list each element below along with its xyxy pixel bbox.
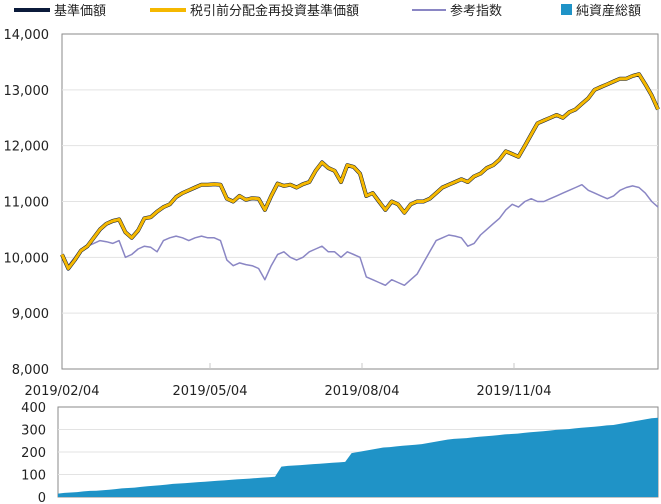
net-assets-chart-series bbox=[58, 417, 658, 497]
price-y-tick-label: 10,000 bbox=[4, 251, 50, 266]
net-assets-area bbox=[58, 417, 658, 497]
benchmark-series-line bbox=[61, 183, 659, 287]
legend-label-reinvest: 税引前分配金再投資基準価額 bbox=[190, 3, 359, 19]
price-y-tick-label: 11,000 bbox=[4, 196, 50, 211]
net-assets-y-tick-label: 0 bbox=[38, 491, 46, 504]
price-y-tick-label: 9,000 bbox=[12, 307, 49, 322]
legend-label-benchmark: 参考指数 bbox=[450, 3, 502, 19]
net-assets-chart: 0 100 200 300 400 bbox=[21, 401, 659, 504]
price-chart-series bbox=[60, 72, 660, 287]
legend-swatch-net-assets bbox=[561, 4, 572, 15]
legend-label-nav: 基準価額 bbox=[54, 3, 106, 19]
legend: 基準価額 税引前分配金再投資基準価額 参考指数 純資産総額 bbox=[14, 3, 641, 19]
net-assets-chart-y-axis: 0 100 200 300 400 bbox=[21, 401, 46, 504]
price-x-tick-label: 2019/05/04 bbox=[173, 384, 248, 399]
net-assets-y-tick-label: 100 bbox=[21, 469, 46, 484]
price-chart-y-axis: 8,000 9,000 10,000 11,000 12,000 13,000 14,000 bbox=[4, 28, 50, 378]
legend-label-net-assets: 純資産総額 bbox=[576, 3, 641, 19]
price-y-tick-label: 14,000 bbox=[4, 28, 50, 43]
price-x-tick-label: 2019/02/04 bbox=[25, 384, 100, 399]
net-assets-y-tick-label: 300 bbox=[21, 424, 46, 439]
reinvest-series-line bbox=[60, 72, 660, 270]
price-x-tick-label: 2019/11/04 bbox=[477, 384, 552, 399]
price-y-tick-label: 12,000 bbox=[4, 140, 50, 155]
price-y-tick-label: 13,000 bbox=[4, 84, 50, 99]
net-assets-y-tick-label: 400 bbox=[21, 401, 46, 416]
price-chart: 8,000 9,000 10,000 11,000 12,000 13,000 14,000… bbox=[4, 28, 660, 399]
price-chart-x-axis: 2019/02/04 2019/05/04 2019/08/04 2019/11/04 bbox=[25, 363, 552, 399]
price-x-tick-label: 2019/08/04 bbox=[325, 384, 400, 399]
net-assets-y-tick-label: 200 bbox=[21, 446, 46, 461]
price-y-tick-label: 8,000 bbox=[12, 363, 49, 378]
